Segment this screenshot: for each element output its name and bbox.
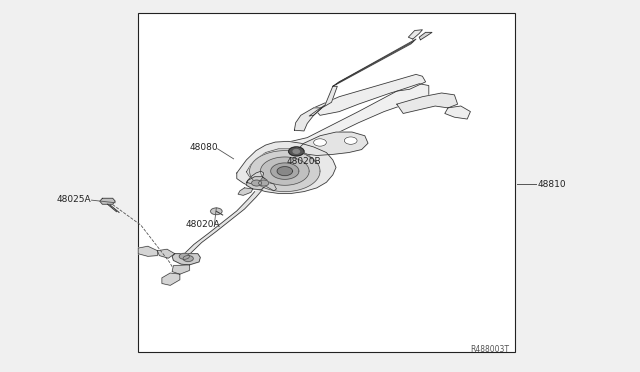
Circle shape	[179, 253, 189, 259]
Polygon shape	[408, 30, 422, 39]
Circle shape	[289, 147, 304, 156]
Circle shape	[211, 208, 222, 215]
Polygon shape	[157, 249, 175, 258]
Circle shape	[344, 137, 357, 144]
Circle shape	[252, 180, 262, 186]
Polygon shape	[397, 93, 458, 113]
Polygon shape	[238, 188, 253, 195]
Text: 48020B: 48020B	[286, 157, 321, 166]
Polygon shape	[250, 151, 320, 192]
Polygon shape	[172, 254, 200, 265]
Circle shape	[259, 180, 269, 186]
Polygon shape	[237, 141, 336, 193]
Text: 48020A: 48020A	[186, 220, 220, 229]
Text: 48810: 48810	[538, 180, 566, 189]
Text: 48080: 48080	[189, 143, 218, 152]
Polygon shape	[260, 157, 309, 185]
Polygon shape	[266, 182, 276, 191]
Polygon shape	[162, 273, 180, 285]
Bar	[138, 13, 515, 352]
Polygon shape	[445, 106, 470, 119]
Polygon shape	[246, 149, 316, 187]
Polygon shape	[138, 246, 157, 256]
Polygon shape	[333, 39, 416, 86]
Circle shape	[183, 256, 193, 262]
Polygon shape	[277, 167, 292, 176]
Text: 48025A: 48025A	[56, 195, 91, 203]
Polygon shape	[271, 163, 299, 179]
Polygon shape	[246, 177, 268, 190]
Polygon shape	[314, 74, 426, 115]
Polygon shape	[246, 171, 264, 184]
Polygon shape	[294, 132, 368, 155]
Text: R488003T: R488003T	[470, 345, 509, 354]
Polygon shape	[294, 108, 322, 131]
Polygon shape	[172, 265, 189, 274]
Polygon shape	[419, 32, 432, 40]
Circle shape	[314, 139, 326, 146]
Polygon shape	[100, 198, 115, 204]
Polygon shape	[291, 84, 429, 149]
Circle shape	[293, 150, 300, 153]
Polygon shape	[182, 190, 262, 256]
Polygon shape	[309, 86, 337, 116]
